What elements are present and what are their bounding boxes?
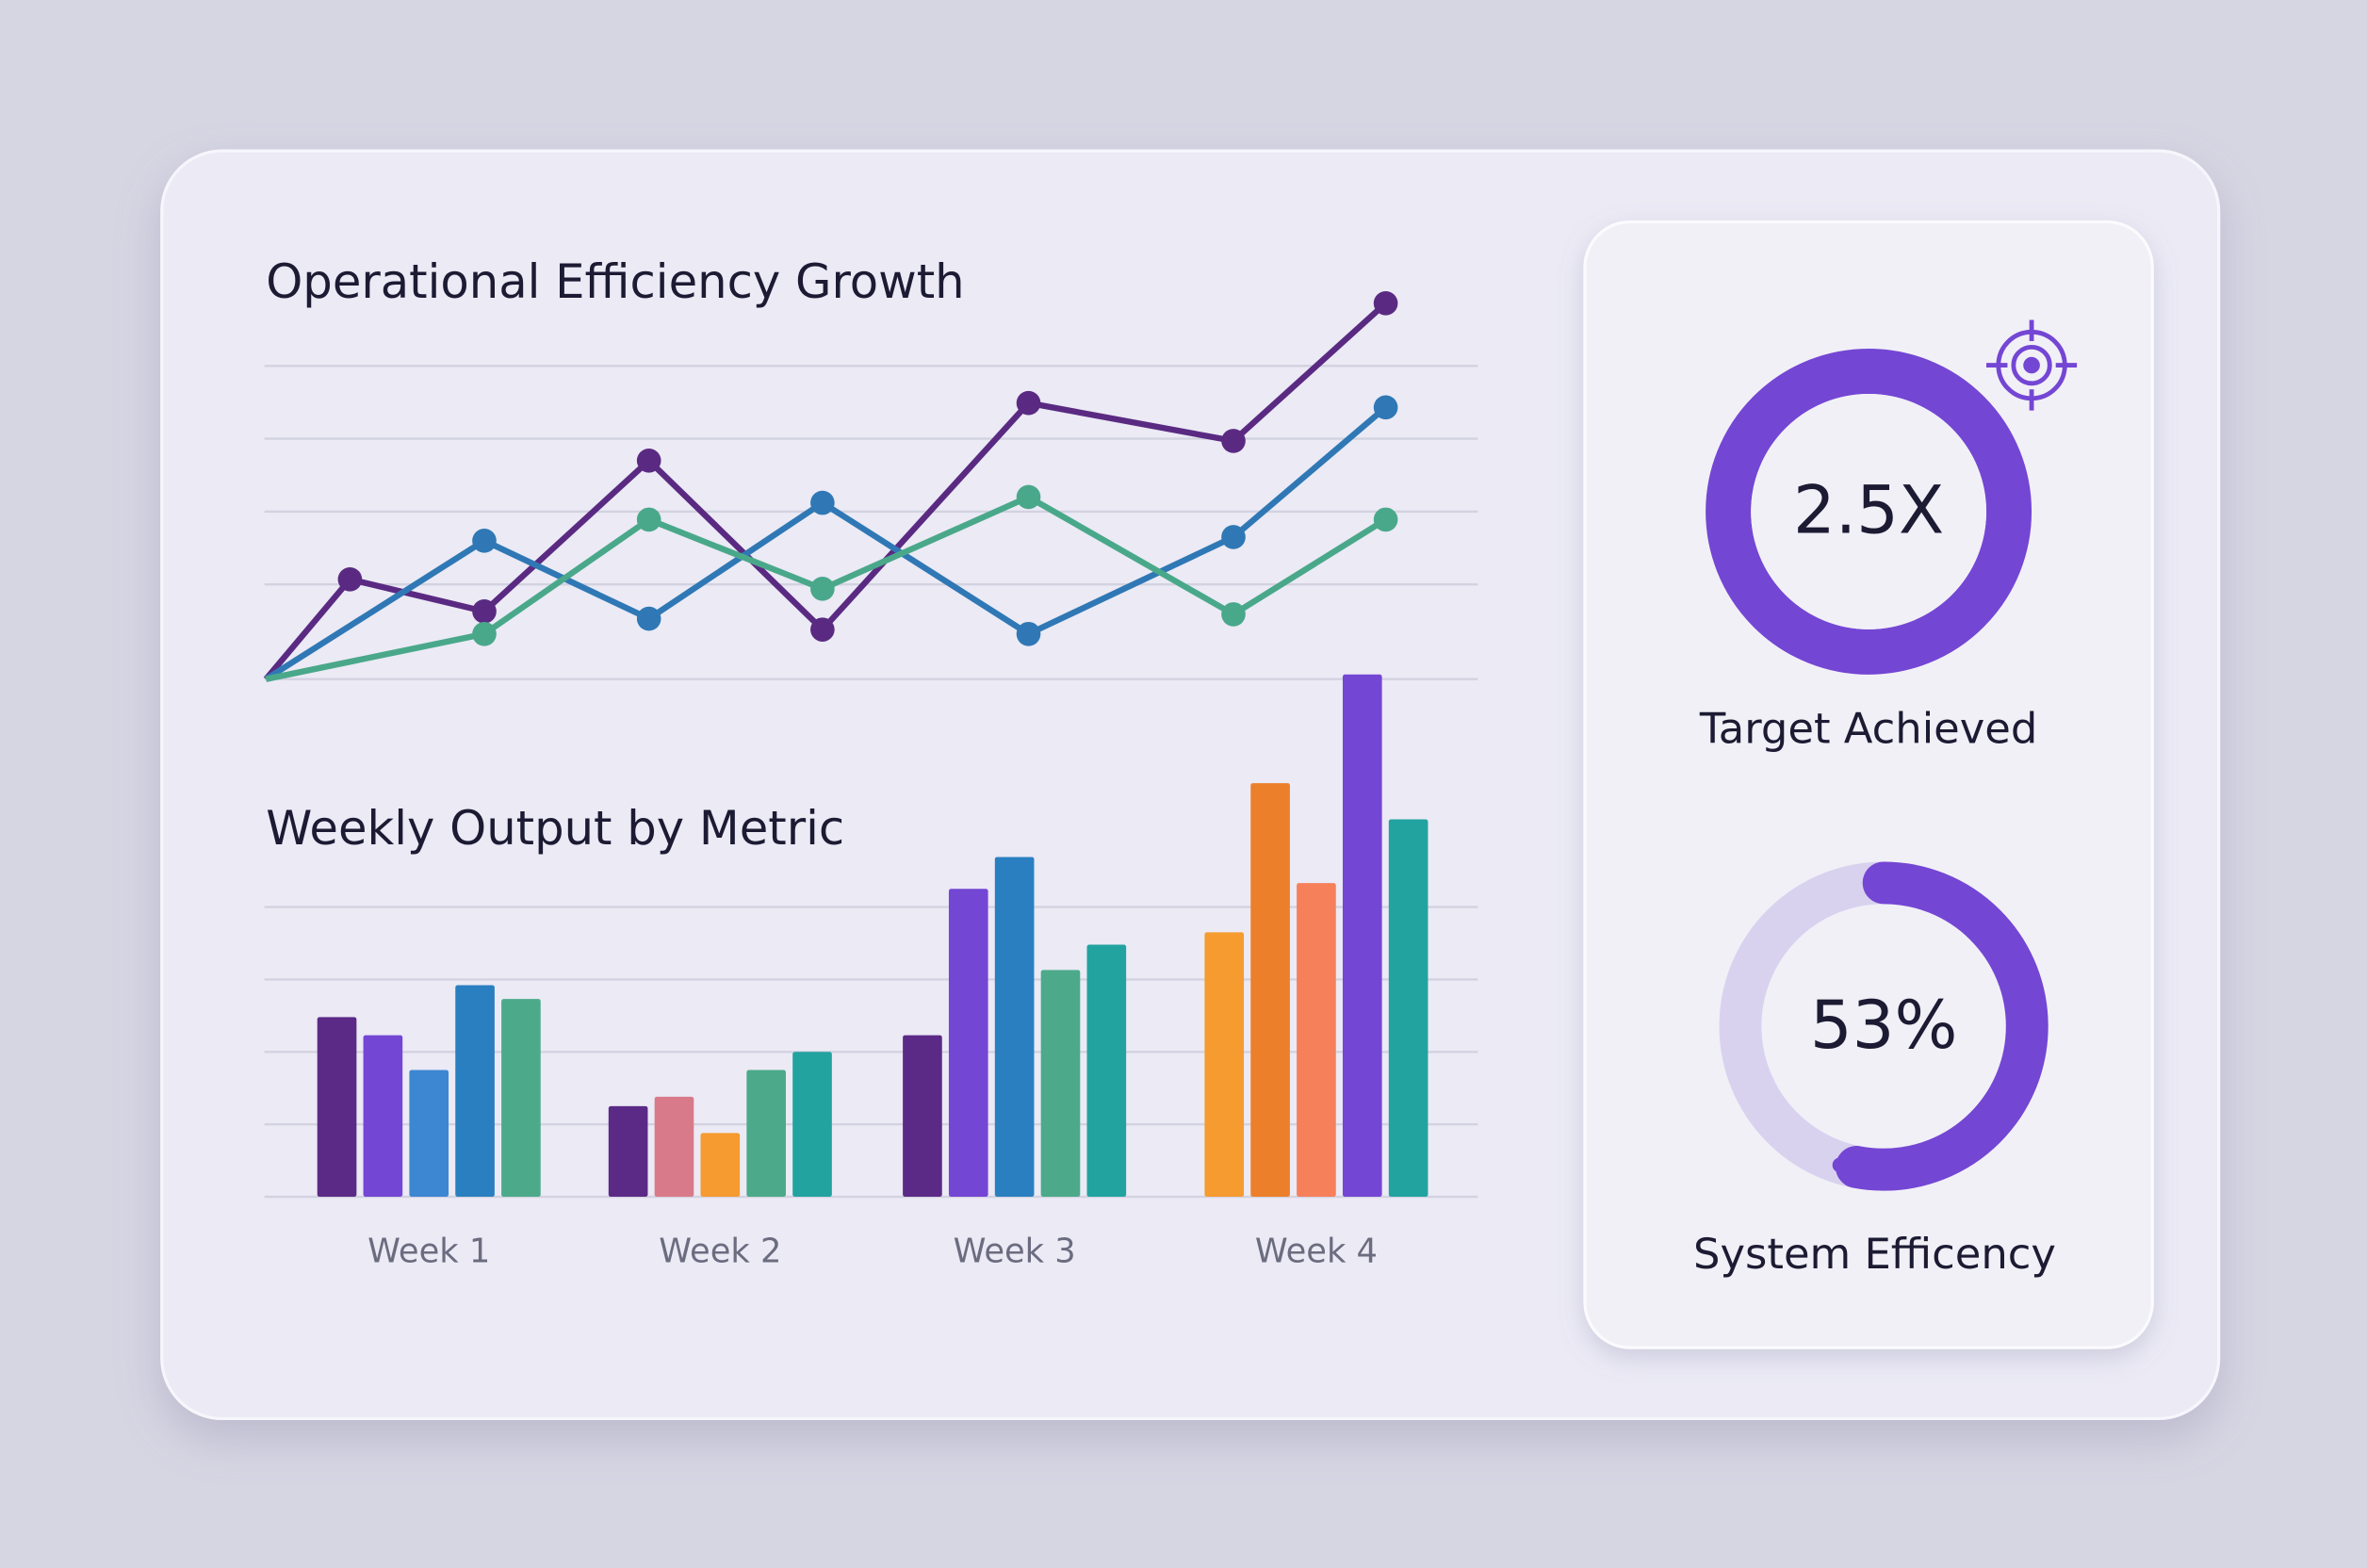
- x-tick-label: Week 1: [367, 1232, 490, 1270]
- bar: [1086, 944, 1127, 1198]
- data-point: [1221, 429, 1246, 453]
- data-point: [472, 529, 497, 553]
- donut-arc: [1719, 861, 2049, 1191]
- bar: [409, 1070, 449, 1198]
- donut-value: 53%: [1810, 987, 1958, 1064]
- data-point: [337, 566, 363, 592]
- bar: [317, 1017, 357, 1198]
- data-point: [1373, 507, 1398, 532]
- data-point: [636, 606, 661, 631]
- plots: Week 1 Week 2 Week 3 Week 4 2.5X Target Achie…: [263, 290, 2056, 1279]
- data-point: [1016, 621, 1041, 646]
- bar: [948, 889, 988, 1198]
- ring-center: [1751, 394, 1987, 629]
- x-tick-label: Week 3: [954, 1232, 1076, 1270]
- data-point: [1373, 395, 1398, 420]
- x-tick-label: Week 2: [659, 1232, 781, 1270]
- data-point: [636, 448, 661, 473]
- data-point: [810, 577, 835, 601]
- bar: [792, 1052, 832, 1198]
- data-point: [1016, 390, 1041, 416]
- bar: [1342, 674, 1382, 1198]
- bar: [654, 1096, 694, 1198]
- bar: [455, 985, 495, 1198]
- bar-chart-title: Weekly Output by Metric: [266, 801, 844, 856]
- bar: [1040, 970, 1081, 1198]
- line-chart-title: Operational Efficiency Growth: [266, 254, 964, 309]
- bar: [994, 857, 1035, 1198]
- donut-label: System Efficency: [1693, 1229, 2056, 1279]
- ring-value: 2.5X: [1793, 472, 1944, 549]
- data-point: [1016, 484, 1041, 510]
- data-point: [1221, 602, 1246, 627]
- data-point: [472, 621, 497, 646]
- bar: [501, 999, 541, 1198]
- bar: [1388, 819, 1428, 1198]
- line-series: [263, 301, 1388, 681]
- bar: [1250, 783, 1290, 1198]
- target-icon: [1986, 319, 2078, 411]
- bar: [1204, 932, 1245, 1198]
- data-point: [810, 490, 835, 515]
- bar: [1297, 883, 1336, 1198]
- data-point: [1221, 525, 1246, 549]
- bar: [608, 1105, 648, 1198]
- data-point: [810, 617, 835, 642]
- data-point: [636, 507, 661, 532]
- data-point: [1373, 290, 1398, 316]
- ring: [1706, 348, 2032, 675]
- bar: [746, 1070, 786, 1198]
- bar: [700, 1133, 741, 1198]
- x-tick-label: Week 4: [1255, 1232, 1378, 1270]
- data-point: [472, 598, 497, 624]
- bar: [903, 1035, 942, 1198]
- donut-dot: [1832, 1157, 1848, 1173]
- ring-label: Target Achieved: [1699, 704, 2037, 754]
- bar: [363, 1035, 403, 1198]
